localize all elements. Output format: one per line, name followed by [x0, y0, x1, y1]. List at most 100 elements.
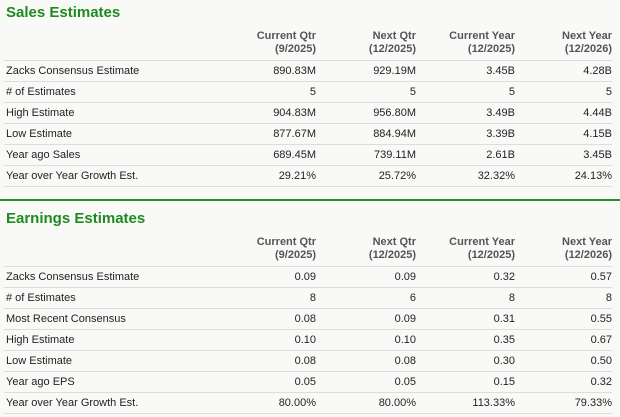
column-header-period: Next Year: [562, 236, 612, 248]
column-header-date: (12/2025): [368, 249, 416, 261]
column-header: Next Qtr (12/2025): [316, 236, 416, 267]
column-header-date: (12/2025): [368, 43, 416, 55]
column-header: Current Qtr (9/2025): [220, 30, 316, 61]
row-value: 0.35: [416, 329, 515, 351]
table-row: Year ago EPS 0.05 0.05 0.15 0.32: [4, 371, 612, 393]
row-value: 5: [515, 81, 612, 103]
sales-estimates-title: Sales Estimates: [6, 4, 121, 21]
row-value: 32.32%: [416, 165, 515, 187]
header-row: Current Qtr (9/2025) Next Qtr (12/2025) Curr…: [4, 236, 612, 267]
sales-estimates-table: Current Qtr (9/2025) Next Qtr (12/2025) Curr…: [4, 30, 612, 187]
row-label: High Estimate: [4, 329, 220, 351]
row-value: 24.13%: [515, 165, 612, 187]
table-row: Zacks Consensus Estimate 890.83M 929.19M 3.…: [4, 60, 612, 82]
table-row: Low Estimate 877.67M 884.94M 3.39B 4.15B: [4, 123, 612, 145]
section-divider: [0, 199, 620, 201]
row-value: 0.32: [416, 266, 515, 288]
row-label: # of Estimates: [4, 81, 220, 103]
row-value: 0.55: [515, 308, 612, 330]
column-header-date: (9/2025): [275, 43, 316, 55]
row-value: 80.00%: [316, 392, 416, 414]
earnings-estimates-title: Earnings Estimates: [6, 210, 146, 227]
earnings-estimates-table: Current Qtr (9/2025) Next Qtr (12/2025) Curr…: [4, 236, 612, 414]
row-value: 5: [316, 81, 416, 103]
row-value: 25.72%: [316, 165, 416, 187]
header-blank: [4, 236, 220, 267]
row-value: 0.05: [220, 371, 316, 393]
column-header: Current Year (12/2025): [416, 236, 515, 267]
row-value: 0.05: [316, 371, 416, 393]
row-label: Year over Year Growth Est.: [4, 165, 220, 187]
column-header: Next Qtr (12/2025): [316, 30, 416, 61]
row-label: Year ago Sales: [4, 144, 220, 166]
row-label: High Estimate: [4, 102, 220, 124]
row-value: 3.39B: [416, 123, 515, 145]
row-value: 113.33%: [416, 392, 515, 414]
table-row: High Estimate 904.83M 956.80M 3.49B 4.44B: [4, 102, 612, 124]
column-header: Next Year (12/2026): [515, 30, 612, 61]
row-value: 689.45M: [220, 144, 316, 166]
row-value: 0.10: [220, 329, 316, 351]
row-label: Most Recent Consensus: [4, 308, 220, 330]
table-row: Year over Year Growth Est. 80.00% 80.00% 11…: [4, 392, 612, 414]
column-header-period: Next Qtr: [372, 30, 416, 42]
table-row: Zacks Consensus Estimate 0.09 0.09 0.32 0.57: [4, 266, 612, 288]
row-value: 0.31: [416, 308, 515, 330]
row-value: 6: [316, 287, 416, 309]
column-header: Current Year (12/2025): [416, 30, 515, 61]
table-row: Low Estimate 0.08 0.08 0.30 0.50: [4, 350, 612, 372]
table-row: # of Estimates 8 6 8 8: [4, 287, 612, 309]
row-label: Low Estimate: [4, 123, 220, 145]
row-value: 0.50: [515, 350, 612, 372]
row-value: 884.94M: [316, 123, 416, 145]
row-value: 0.57: [515, 266, 612, 288]
row-label: Zacks Consensus Estimate: [4, 266, 220, 288]
row-value: 0.09: [220, 266, 316, 288]
column-header-date: (12/2026): [564, 249, 612, 261]
column-header-date: (12/2026): [564, 43, 612, 55]
row-value: 956.80M: [316, 102, 416, 124]
row-value: 29.21%: [220, 165, 316, 187]
row-value: 904.83M: [220, 102, 316, 124]
row-value: 79.33%: [515, 392, 612, 414]
row-value: 890.83M: [220, 60, 316, 82]
column-header-date: (12/2025): [467, 249, 515, 261]
row-value: 877.67M: [220, 123, 316, 145]
row-value: 3.49B: [416, 102, 515, 124]
row-value: 8: [416, 287, 515, 309]
row-value: 8: [515, 287, 612, 309]
table-row: Most Recent Consensus 0.08 0.09 0.31 0.55: [4, 308, 612, 330]
row-value: 0.67: [515, 329, 612, 351]
row-value: 0.08: [220, 350, 316, 372]
row-label: Low Estimate: [4, 350, 220, 372]
column-header-period: Next Qtr: [372, 236, 416, 248]
row-value: 5: [416, 81, 515, 103]
column-header-period: Current Qtr: [256, 236, 316, 248]
column-header-period: Next Year: [562, 30, 612, 42]
row-value: 0.08: [220, 308, 316, 330]
row-value: 4.44B: [515, 102, 612, 124]
table-row: Year ago Sales 689.45M 739.11M 2.61B 3.45B: [4, 144, 612, 166]
table-row: # of Estimates 5 5 5 5: [4, 81, 612, 103]
row-value: 739.11M: [316, 144, 416, 166]
column-header-date: (12/2025): [467, 43, 515, 55]
row-label: Zacks Consensus Estimate: [4, 60, 220, 82]
row-value: 5: [220, 81, 316, 103]
row-value: 0.30: [416, 350, 515, 372]
row-value: 0.15: [416, 371, 515, 393]
row-value: 8: [220, 287, 316, 309]
column-header-period: Current Qtr: [256, 30, 316, 42]
row-value: 3.45B: [515, 144, 612, 166]
row-value: 4.28B: [515, 60, 612, 82]
row-value: 929.19M: [316, 60, 416, 82]
row-value: 0.32: [515, 371, 612, 393]
row-label: Year ago EPS: [4, 371, 220, 393]
header-blank: [4, 30, 220, 61]
column-header-date: (9/2025): [275, 249, 316, 261]
column-header: Current Qtr (9/2025): [220, 236, 316, 267]
column-header: Next Year (12/2026): [515, 236, 612, 267]
table-row: Year over Year Growth Est. 29.21% 25.72% 32…: [4, 165, 612, 187]
row-label: # of Estimates: [4, 287, 220, 309]
table-row: High Estimate 0.10 0.10 0.35 0.67: [4, 329, 612, 351]
row-value: 0.10: [316, 329, 416, 351]
